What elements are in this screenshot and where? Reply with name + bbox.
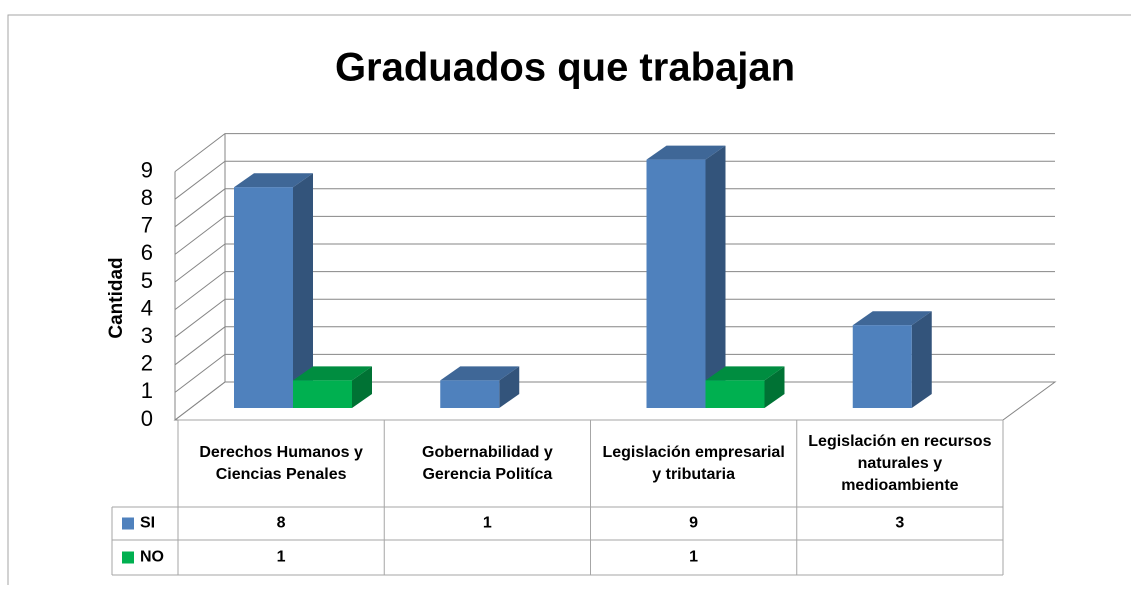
category-cell: Legislación empresarial y tributaria: [602, 443, 785, 483]
y-axis-label: Cantidad: [106, 257, 127, 338]
y-tick-label: 8: [141, 185, 153, 210]
category-cell: Gobernabilidad y Gerencia Politíca: [422, 443, 553, 483]
bar: [705, 366, 785, 408]
table-value: 1: [483, 515, 492, 532]
bar: [234, 173, 313, 408]
category-cell: Legislación en recursos naturales y medi…: [808, 432, 992, 494]
y-tick-label: 2: [141, 351, 153, 376]
bar: [852, 311, 932, 408]
bar-side: [764, 366, 785, 408]
bar: [646, 145, 726, 408]
bar-top: [234, 173, 313, 188]
bar-top: [852, 311, 932, 326]
legend-label: NO: [140, 549, 164, 566]
grid-line: [174, 326, 1055, 366]
y-tick-label: 3: [141, 323, 153, 348]
bar: [440, 366, 520, 408]
y-tick-label: 7: [141, 213, 153, 238]
y-tick-label: 0: [141, 406, 153, 431]
category-cell: Derechos Humanos y Ciencias Penales: [199, 443, 363, 483]
grid-line: [174, 215, 1055, 255]
bar-top: [440, 366, 520, 381]
bar-top: [705, 366, 785, 381]
x-tick-label: Derechos Humanos y Ciencias Penales: [199, 443, 363, 483]
grid-line: [174, 298, 1055, 338]
table-value: 9: [689, 515, 698, 532]
bar-side: [352, 366, 372, 408]
table-value: 3: [895, 515, 904, 532]
legend-key: [122, 551, 134, 564]
bar: [293, 366, 372, 408]
x-tick-label: Legislación empresarial y tributaria: [602, 443, 785, 483]
table-value: 1: [277, 549, 286, 566]
chart-title: Graduados que trabajan: [335, 46, 795, 90]
chart-border: [7, 14, 1131, 590]
table-value: 8: [277, 515, 286, 532]
y-tick-label: 1: [141, 378, 153, 403]
bar-top: [293, 366, 372, 381]
grid-line: [174, 353, 1055, 393]
bar-front: [852, 325, 912, 408]
bar-side: [911, 311, 932, 408]
bar-side: [705, 145, 726, 408]
grid-line: [174, 188, 1055, 228]
legend-key: [122, 517, 134, 530]
bar-front: [440, 380, 500, 408]
x-tick-label: Legislación en recursos naturales y medi…: [808, 432, 992, 494]
grid-line: [174, 271, 1055, 310]
bar-front: [646, 159, 706, 408]
grid-line: [174, 133, 1055, 172]
bar-top: [646, 145, 726, 160]
bar-front: [293, 380, 352, 408]
grid-line: [174, 243, 1055, 283]
x-tick-label: Gobernabilidad y Gerencia Politíca: [422, 443, 553, 483]
y-tick-label: 4: [141, 295, 153, 320]
grid-line: [174, 160, 1055, 200]
bar-front: [705, 380, 765, 408]
bar-side: [293, 173, 313, 408]
y-tick-label: 5: [141, 268, 153, 293]
y-tick-label: 9: [141, 157, 153, 182]
table-value: 1: [689, 549, 698, 566]
y-tick-label: 6: [141, 240, 153, 265]
bar-front: [234, 187, 293, 408]
bar-side: [499, 366, 520, 408]
legend-label: SI: [140, 515, 155, 532]
